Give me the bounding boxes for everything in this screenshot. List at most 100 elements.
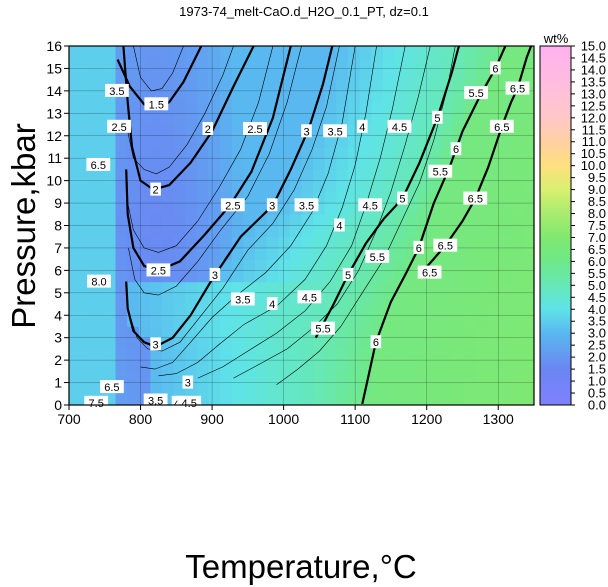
field-cell: [348, 360, 361, 372]
field-cell: [127, 247, 140, 260]
field-cell: [255, 146, 268, 159]
x-tick-label: 1100: [340, 411, 370, 427]
field-cell: [278, 79, 291, 92]
field-cell: [127, 203, 140, 215]
field-cell: [80, 304, 93, 316]
field-cell: [138, 146, 151, 159]
field-cell: [510, 203, 523, 215]
field-cell: [394, 270, 407, 283]
field-cell: [301, 304, 314, 316]
field-cell: [266, 348, 279, 361]
contour-label-text: 5: [434, 113, 440, 125]
contour-label-text: 3.5: [299, 200, 314, 212]
field-cell: [359, 214, 372, 227]
field-cell: [382, 326, 396, 339]
field-cell: [150, 158, 163, 171]
field-cell: [441, 214, 454, 227]
field-cell: [406, 203, 419, 215]
contour-label: 6.5: [505, 81, 530, 96]
field-cell: [208, 281, 221, 294]
contour-label: 3: [182, 375, 194, 390]
field-cell: [336, 169, 349, 182]
field-cell: [324, 214, 337, 227]
field-cell: [278, 203, 291, 215]
field-cell: [80, 79, 93, 92]
field-cell: [266, 214, 279, 227]
field-cell: [510, 214, 523, 227]
y-tick-label: 13: [46, 105, 62, 121]
field-cell: [150, 79, 163, 92]
field-cell: [173, 102, 186, 114]
field-cell: [162, 304, 175, 316]
colorbar-tick-label: 14.5: [581, 50, 606, 65]
field-cell: [499, 236, 512, 249]
field-cell: [69, 393, 82, 405]
field-cell: [196, 57, 210, 70]
field-cell: [429, 57, 442, 70]
field-cell: [371, 348, 384, 361]
contour-label-text: 3.5: [148, 396, 163, 408]
field-cell: [417, 371, 430, 384]
field-cell: [499, 270, 512, 283]
field-cell: [510, 90, 523, 103]
field-cell: [336, 68, 349, 81]
field-cell: [487, 281, 500, 294]
colorbar-tick-label: 10.5: [581, 146, 606, 161]
field-cell: [336, 191, 349, 204]
x-tick-label: 1200: [411, 411, 442, 427]
field-cell: [220, 180, 233, 193]
field-cell: [162, 135, 175, 148]
contour-label-bg: [297, 290, 322, 304]
field-cell: [487, 214, 500, 227]
field-cell: [173, 315, 186, 328]
field-cell: [127, 315, 140, 328]
field-cell: [417, 102, 430, 114]
field-cell: [499, 304, 512, 316]
field-cell: [289, 79, 303, 92]
field-cell: [406, 169, 419, 182]
contour-label-text: 2.5: [111, 122, 126, 134]
field-cell: [313, 247, 326, 260]
field-cell: [231, 315, 244, 328]
field-cell: [196, 68, 210, 81]
field-cell: [162, 315, 175, 328]
field-cell: [475, 46, 489, 58]
field-cell: [464, 68, 477, 81]
field-cell: [231, 169, 244, 182]
contour-label: 3.5: [323, 124, 347, 138]
field-cell: [255, 135, 268, 148]
contour-label-bg: [150, 182, 161, 196]
field-cell: [522, 214, 534, 227]
contour-label: 5.5: [311, 321, 335, 336]
field-cell: [359, 360, 372, 372]
field-cell: [162, 146, 175, 159]
field-cell: [324, 90, 337, 103]
field-cell: [417, 158, 430, 171]
contour-label: 2: [150, 182, 161, 197]
field-cell: [138, 191, 151, 204]
field-cell: [243, 68, 256, 81]
field-cell: [336, 79, 349, 92]
contour-label: 5.5: [365, 249, 390, 264]
field-cell: [103, 337, 117, 350]
field-cell: [208, 371, 221, 384]
field-cell: [406, 46, 419, 58]
field-cell: [348, 225, 361, 238]
field-cell: [417, 203, 430, 215]
contour-label: 5: [397, 191, 408, 206]
field-cell: [371, 270, 384, 283]
field-cell: [220, 348, 233, 361]
field-cell: [441, 348, 454, 361]
contour-label: 5: [342, 267, 354, 282]
field-cell: [359, 225, 372, 238]
field-cell: [371, 113, 384, 126]
contour-label-text: 2: [153, 185, 159, 197]
field-cell: [266, 79, 279, 92]
colorbar-tick-label: 8.0: [588, 206, 606, 221]
field-cell: [394, 57, 407, 70]
field-cell: [92, 135, 105, 148]
field-cell: [115, 214, 128, 227]
field-cell: [115, 371, 128, 384]
field-cell: [255, 382, 268, 395]
field-cell: [371, 124, 384, 137]
